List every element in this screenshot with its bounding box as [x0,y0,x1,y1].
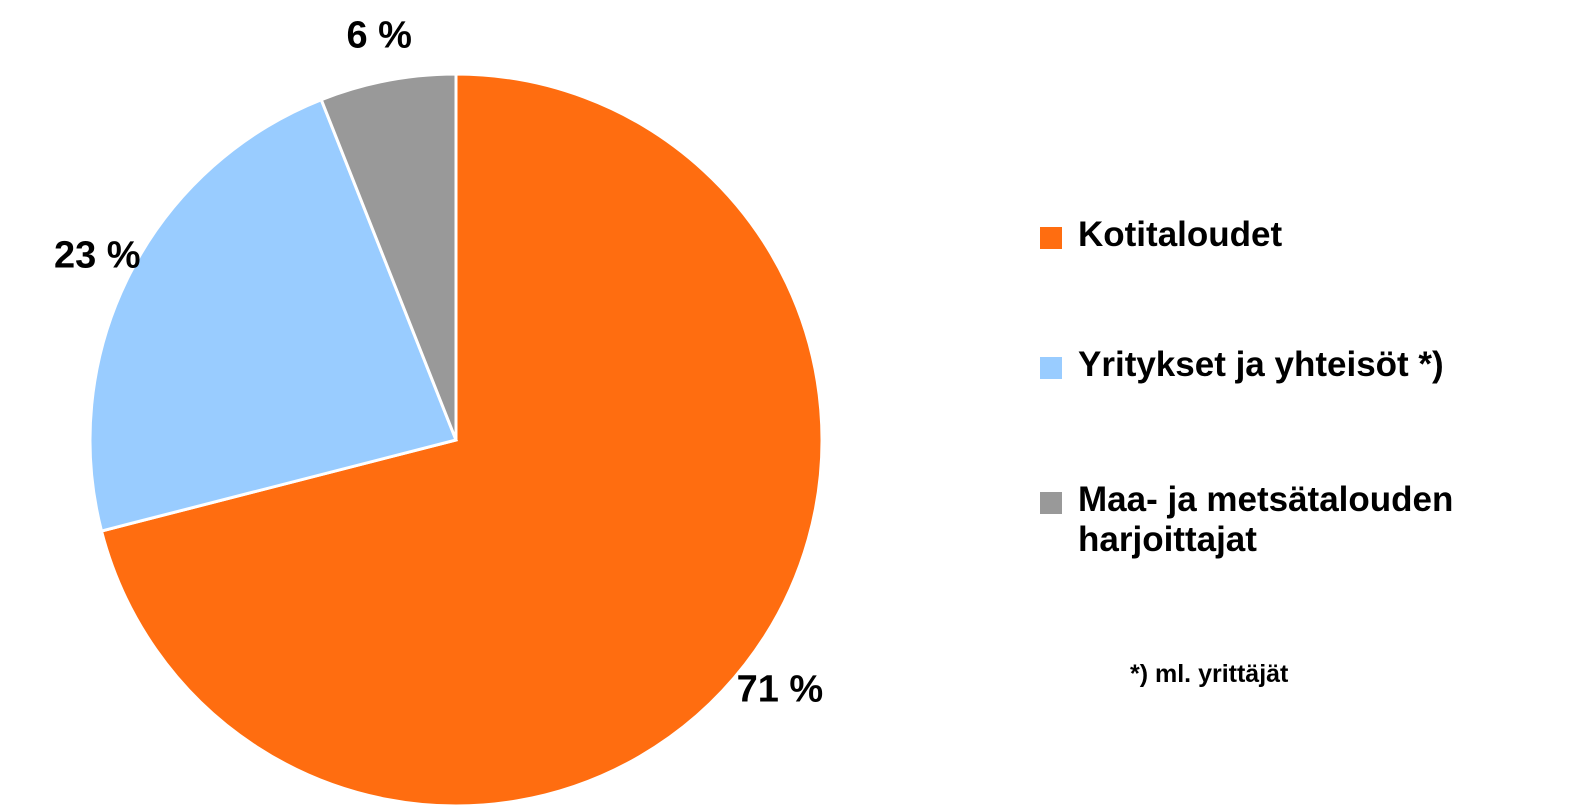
pie-slice [88,97,459,533]
legend-label: Yritykset ja yhteisöt *) [1078,345,1444,384]
legend-swatch [1040,227,1062,249]
data-label: 71 % [737,668,824,710]
data-label: 23 % [54,234,141,276]
data-label: 6 % [346,14,411,56]
legend-swatch [1040,357,1062,379]
pie-slice [319,72,458,441]
legend-item: Kotitaloudet [1040,215,1570,255]
pie-slice [99,72,824,808]
legend-item: Maa- ja metsätalouden harjoittajat [1040,480,1570,560]
pie-chart: 71 % 23 % 6 % [54,14,824,808]
legend-label: Maa- ja metsätalouden harjoittajat [1078,480,1454,559]
legend-label: Kotitaloudet [1078,215,1283,254]
footnote: *) ml. yrittäjät [1130,660,1289,688]
legend-swatch [1040,492,1062,514]
legend-item: Yritykset ja yhteisöt *) [1040,345,1570,385]
